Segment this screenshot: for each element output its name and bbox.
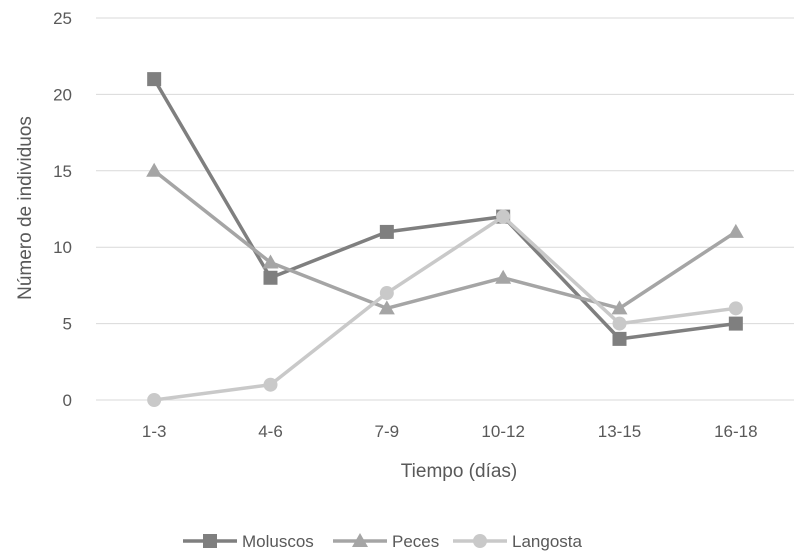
legend-marker-langosta — [473, 534, 487, 548]
data-point-peces — [727, 223, 744, 238]
legend-item-langosta: Langosta — [453, 532, 582, 551]
series-peces — [146, 162, 744, 315]
x-tick-labels: 1-3 4-6 7-9 10-12 13-15 16-18 — [142, 422, 758, 441]
series-line-langosta — [153, 214, 737, 402]
y-tick-labels: 0 5 10 15 20 25 — [53, 9, 72, 410]
y-tick-label: 25 — [53, 9, 72, 28]
series-line-peces — [153, 169, 737, 311]
series-moluscos — [147, 72, 743, 346]
legend-item-peces: Peces — [333, 532, 439, 551]
y-tick-label: 0 — [63, 391, 72, 410]
data-point-langosta — [379, 286, 394, 301]
data-point-langosta — [147, 393, 162, 407]
data-point-moluscos — [263, 270, 278, 285]
legend-item-moluscos: Moluscos — [183, 532, 314, 551]
data-point-moluscos — [147, 72, 162, 87]
data-point-langosta — [612, 316, 627, 331]
legend-label: Peces — [392, 532, 439, 551]
data-point-langosta — [496, 209, 511, 224]
legend-label: Moluscos — [242, 532, 314, 551]
data-point-moluscos — [612, 331, 627, 346]
y-tick-label: 20 — [53, 85, 72, 104]
legend-label: Langosta — [512, 532, 582, 551]
legend-marker-peces — [352, 533, 368, 547]
data-point-peces — [495, 269, 512, 284]
x-tick-label: 16-18 — [714, 422, 757, 441]
y-axis-title: Número de individuos — [15, 116, 36, 300]
y-tick-label: 10 — [53, 238, 72, 257]
data-point-langosta — [263, 377, 278, 392]
x-tick-label: 4-6 — [258, 422, 283, 441]
data-point-moluscos — [728, 316, 743, 331]
x-tick-label: 7-9 — [375, 422, 400, 441]
x-tick-label: 10-12 — [481, 422, 524, 441]
y-tick-label: 15 — [53, 162, 72, 181]
x-tick-label: 1-3 — [142, 422, 167, 441]
x-axis-title: Tiempo (días) — [401, 461, 518, 482]
gridlines — [96, 17, 794, 401]
legend: Moluscos Peces Langosta — [183, 532, 582, 551]
x-tick-label: 13-15 — [598, 422, 641, 441]
series-group — [146, 72, 744, 407]
y-tick-label: 5 — [63, 315, 72, 334]
data-point-langosta — [728, 301, 743, 316]
legend-marker-moluscos — [203, 534, 217, 548]
data-point-moluscos — [379, 224, 394, 239]
series-line-moluscos — [152, 78, 737, 341]
data-point-peces — [262, 254, 279, 269]
data-point-peces — [611, 300, 628, 315]
series-langosta — [147, 209, 743, 407]
data-point-peces — [378, 300, 395, 315]
data-point-peces — [146, 162, 163, 177]
